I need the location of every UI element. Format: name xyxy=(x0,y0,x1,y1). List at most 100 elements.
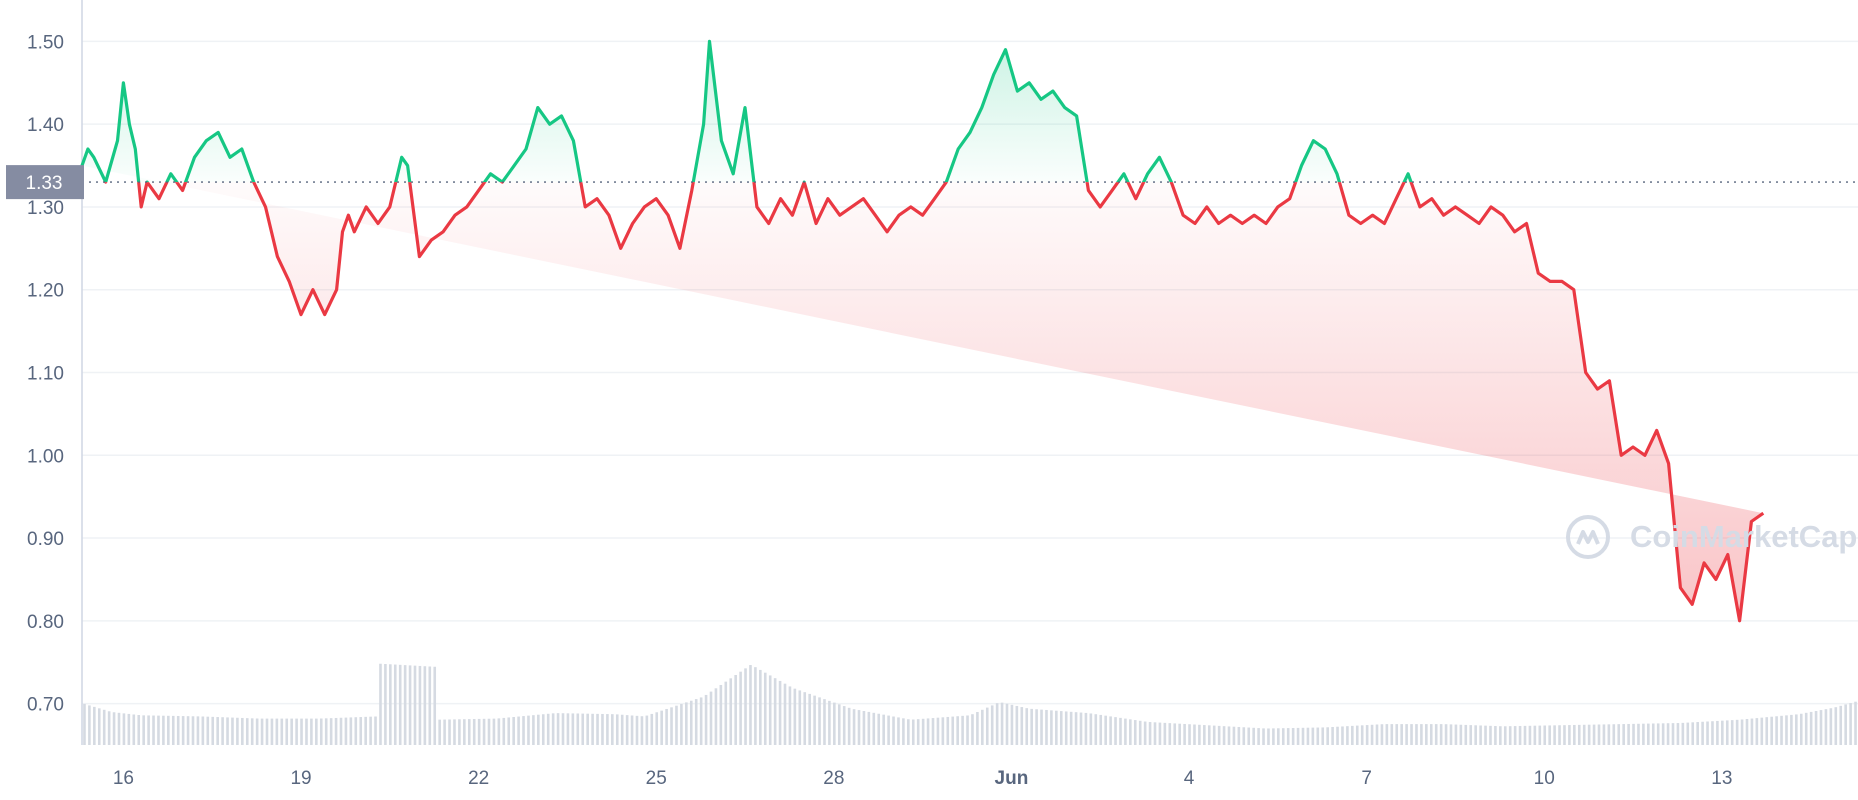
volume-bar xyxy=(1341,726,1344,745)
volume-bar xyxy=(1370,724,1374,745)
volume-bar xyxy=(1242,727,1246,745)
volume-bar xyxy=(551,713,555,745)
volume-bar xyxy=(976,712,979,745)
volume-bar xyxy=(83,703,86,745)
volume-bar xyxy=(433,666,437,745)
volume-bar xyxy=(1203,725,1206,745)
volume-bar xyxy=(107,711,111,745)
volume-bar xyxy=(1188,724,1191,745)
volume-bar xyxy=(1074,712,1078,745)
volume-bar xyxy=(897,717,900,745)
volume-bar xyxy=(709,691,713,745)
price-area xyxy=(82,41,1764,621)
volume-bar xyxy=(1207,725,1211,745)
volume-bar xyxy=(1444,724,1448,745)
volume-bar xyxy=(310,718,313,745)
volume-bar xyxy=(280,718,284,745)
volume-bar xyxy=(1129,719,1132,745)
volume-bar xyxy=(561,713,565,745)
volume-bar xyxy=(512,716,515,745)
watermark-text: CoinMarketCap xyxy=(1630,519,1857,554)
y-tick-label: 1.00 xyxy=(27,446,64,467)
volume-bar xyxy=(857,710,861,745)
volume-bar xyxy=(354,717,358,745)
volume-bar xyxy=(1489,725,1492,745)
volume-bar xyxy=(359,717,363,745)
volume-bar xyxy=(625,715,629,745)
volume-bar xyxy=(1355,725,1359,745)
volume-bar xyxy=(1568,725,1571,745)
volume-bar xyxy=(1696,722,1699,745)
volume-bar xyxy=(319,718,323,745)
volume-bar xyxy=(467,719,471,745)
volume-bar xyxy=(877,713,881,745)
volume-bar xyxy=(630,715,634,745)
volume-bar xyxy=(221,717,224,745)
volume-bar xyxy=(448,719,451,745)
volume-bar xyxy=(1143,721,1147,745)
volume-bar xyxy=(773,678,777,745)
volume-bar xyxy=(1577,724,1581,745)
volume-bar xyxy=(93,706,96,745)
volume-bar xyxy=(250,718,254,745)
volume-bar xyxy=(847,707,851,745)
volume-bar xyxy=(492,718,496,745)
volume-bar xyxy=(660,710,663,745)
volume-bar xyxy=(1064,711,1068,745)
volume-bar xyxy=(704,694,708,745)
volume-bar xyxy=(719,684,723,745)
volume-bar xyxy=(374,716,377,745)
volume-bar xyxy=(1425,724,1428,745)
volume-bar xyxy=(472,719,476,745)
volume-bar xyxy=(675,705,678,745)
volume-bar xyxy=(1439,724,1443,745)
volume-bar xyxy=(1666,723,1670,745)
coinmarketcap-logo-icon xyxy=(1566,515,1610,559)
y-tick-label: 1.50 xyxy=(27,32,64,53)
volume-bar xyxy=(931,718,935,745)
volume-bar xyxy=(497,718,501,745)
volume-bar xyxy=(1592,724,1596,745)
volume-bar xyxy=(911,719,915,745)
volume-bar xyxy=(1494,726,1497,745)
volume-bar xyxy=(946,716,950,745)
volume-bar xyxy=(260,718,264,745)
volume-bar xyxy=(1133,720,1137,745)
volume-bar xyxy=(734,675,737,745)
volume-bar xyxy=(122,713,126,745)
volume-bar xyxy=(517,716,520,745)
volume-bar xyxy=(1503,726,1507,745)
volume-bar xyxy=(1647,723,1650,745)
volume-bar xyxy=(689,700,693,745)
volume-bar xyxy=(1849,703,1852,745)
volume-bar xyxy=(1656,723,1660,745)
y-axis-ticks: 0.70 0.80 0.90 1.00 1.10 1.20 1.30 1.40 1.50 xyxy=(27,32,64,715)
y-tick-label: 1.40 xyxy=(27,115,64,136)
volume-bar xyxy=(162,715,165,745)
volume-bar xyxy=(1706,721,1709,745)
volume-bar xyxy=(1740,719,1744,745)
volume-bar xyxy=(837,704,841,745)
volume-bar xyxy=(463,719,466,745)
volume-bar xyxy=(1469,725,1473,745)
volume-bar xyxy=(1296,727,1300,745)
volume-bar xyxy=(211,716,215,745)
volume-bar xyxy=(1079,712,1083,745)
volume-bar xyxy=(744,668,747,745)
x-tick-label: 16 xyxy=(113,768,134,789)
volume-bar xyxy=(1168,723,1172,745)
volume-bar xyxy=(813,695,816,745)
volume-bar xyxy=(916,719,920,745)
volume-bar xyxy=(1198,724,1201,745)
volume-bar xyxy=(1351,725,1354,745)
volume-bar xyxy=(537,714,540,745)
volume-bar xyxy=(936,717,940,745)
volume-bar xyxy=(191,716,195,745)
volume-bar xyxy=(635,715,639,745)
x-tick-label: 25 xyxy=(646,768,667,789)
x-tick-label: 28 xyxy=(823,768,844,789)
volume-bar xyxy=(951,716,955,745)
volume-bar xyxy=(231,717,234,745)
volume-bar xyxy=(1109,716,1112,745)
volume-bar xyxy=(956,716,959,745)
